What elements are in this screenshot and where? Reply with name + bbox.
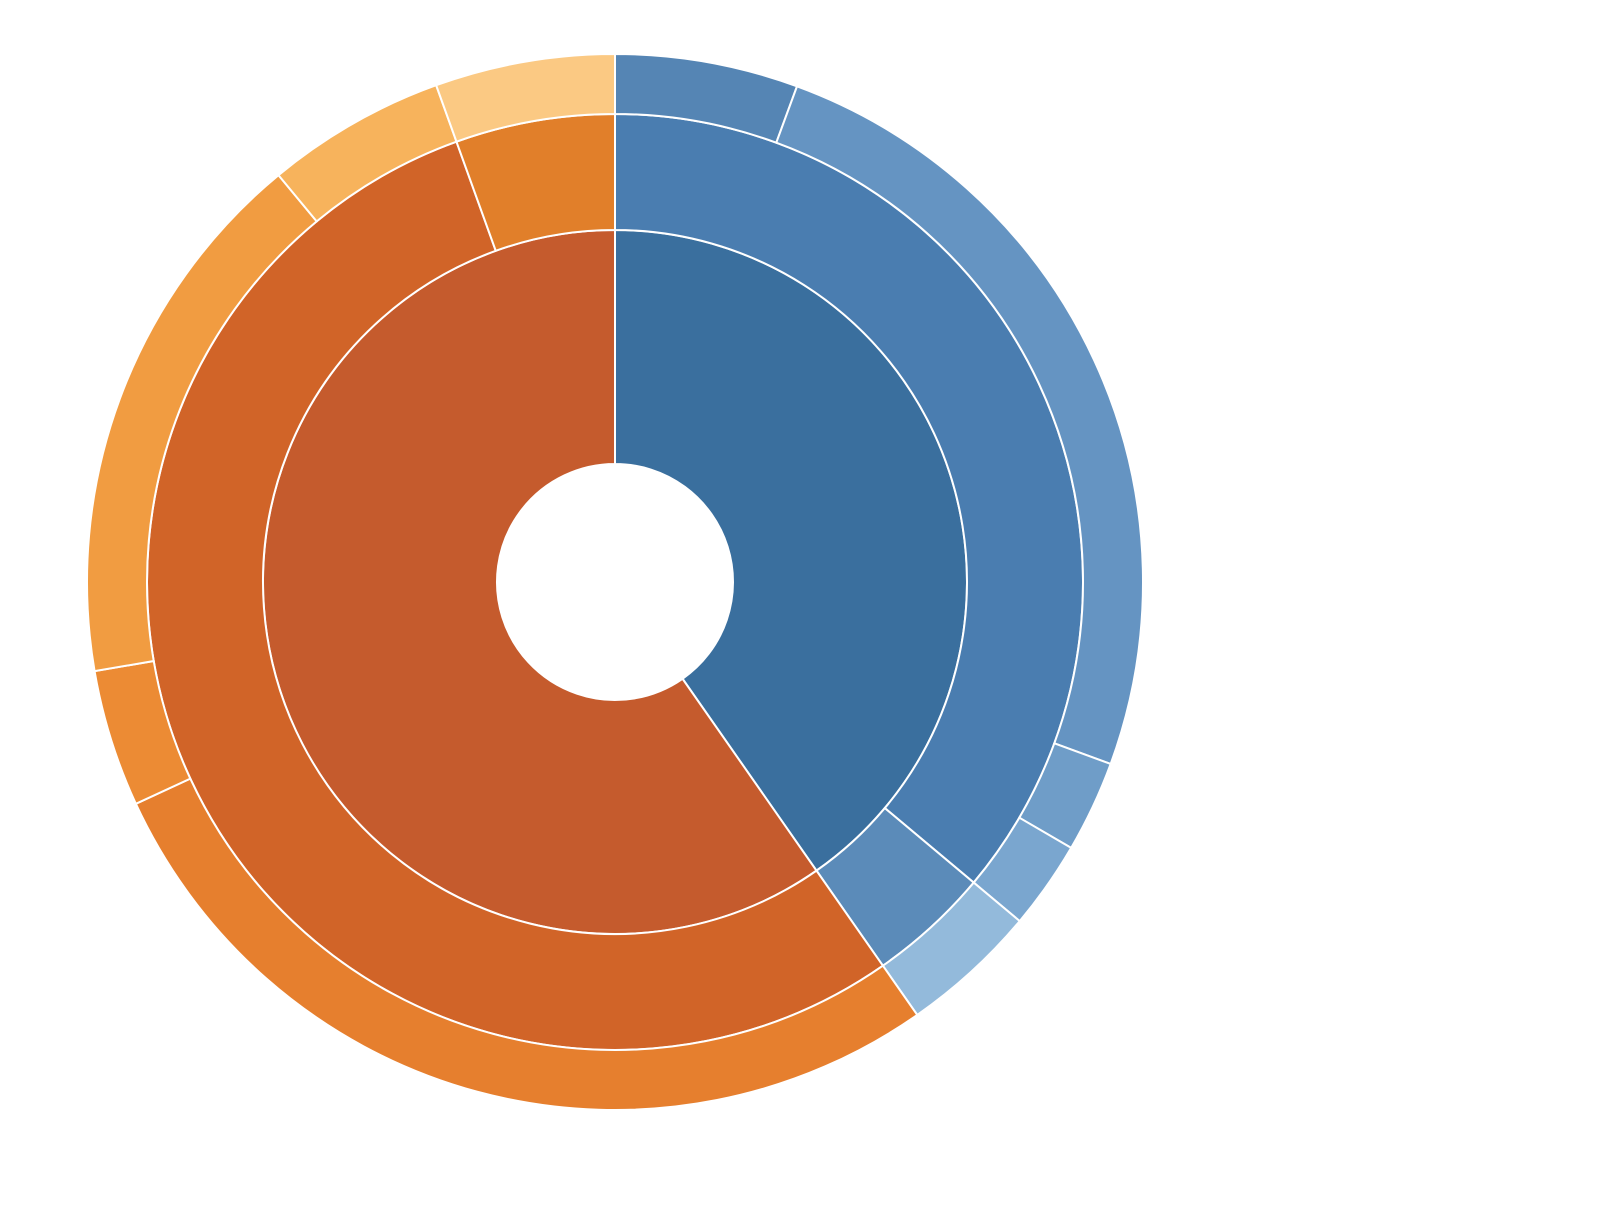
sunburst-chart xyxy=(0,0,1600,1214)
